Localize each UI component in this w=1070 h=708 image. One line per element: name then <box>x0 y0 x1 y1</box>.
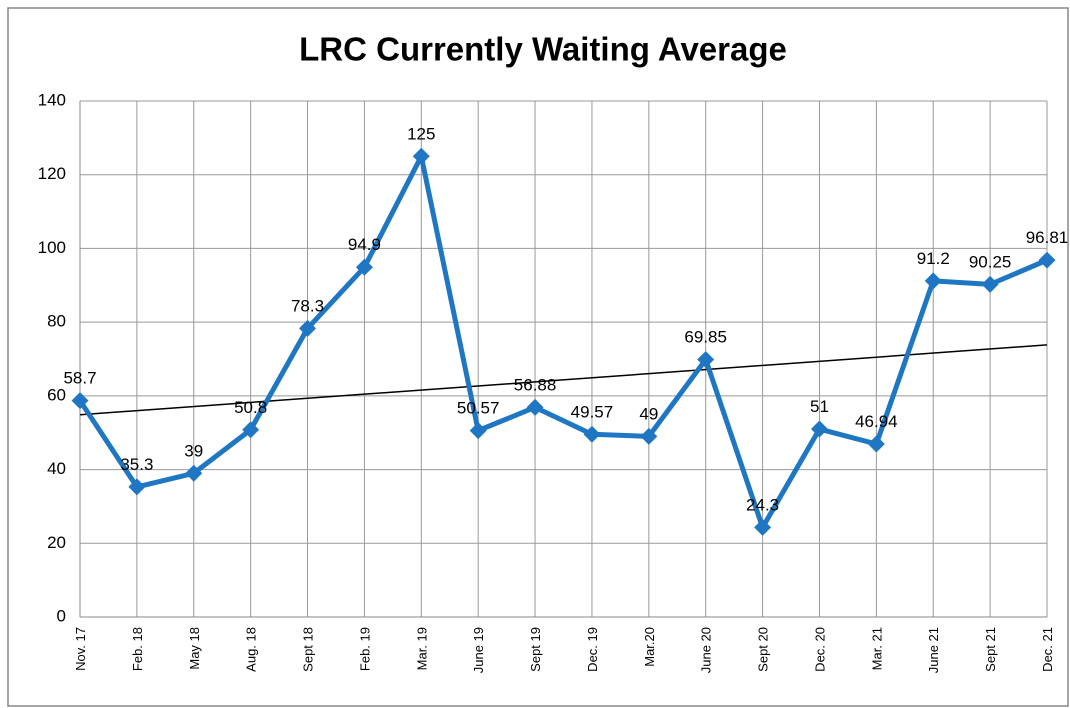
marker <box>526 398 544 416</box>
data-label: 51 <box>810 397 829 416</box>
data-label: 125 <box>407 124 435 143</box>
data-label: 39 <box>184 441 203 460</box>
data-label: 91.2 <box>917 249 950 268</box>
marker <box>754 518 772 536</box>
marker <box>640 427 658 445</box>
x-tick-label: Mar. 21 <box>869 627 884 670</box>
chart-title: LRC Currently Waiting Average <box>299 31 787 68</box>
x-tick-label: Sept 21 <box>983 627 998 672</box>
y-tick-label: 100 <box>38 238 66 257</box>
data-label: 49 <box>639 404 658 423</box>
line <box>77 153 1048 530</box>
y-tick-label: 120 <box>38 164 66 183</box>
data-label: 50.57 <box>457 399 500 418</box>
marker <box>299 319 317 337</box>
marker <box>981 275 999 293</box>
data-label: 49.57 <box>571 402 614 421</box>
x-tick-label: Dec. 21 <box>1040 627 1055 672</box>
marker <box>128 478 146 496</box>
data-label: 50.8 <box>234 398 267 417</box>
x-tick-label: Feb. 19 <box>357 627 372 671</box>
x-tick-label: June 20 <box>699 627 714 673</box>
x-tick-label: June 19 <box>471 627 486 673</box>
data-label: 46.94 <box>855 412 898 431</box>
x-tick-label: June 21 <box>926 627 941 673</box>
y-tick-label: 80 <box>47 312 66 331</box>
data-label: 35.3 <box>120 455 153 474</box>
marker <box>355 258 373 276</box>
y-tick-label: 140 <box>38 90 66 109</box>
y-tick-label: 0 <box>57 606 66 625</box>
x-tick-label: Sept 19 <box>528 627 543 672</box>
x-tick-label: Nov. 17 <box>73 627 88 671</box>
data-label: 56.88 <box>514 375 557 394</box>
trendline <box>79 344 1048 416</box>
x-tick-label: Sept 18 <box>301 627 316 672</box>
x-tick-label: May 18 <box>187 627 202 670</box>
x-tick-label: Sept 20 <box>756 627 771 672</box>
data-label: 94.9 <box>348 235 381 254</box>
marker <box>867 435 885 453</box>
marker <box>242 421 260 439</box>
data-label: 24.3 <box>746 495 779 514</box>
marker <box>924 272 942 290</box>
y-tick-label: 60 <box>47 385 66 404</box>
data-label: 96.81 <box>1026 228 1069 247</box>
marker <box>412 147 430 165</box>
chart-frame <box>7 7 1069 707</box>
x-tick-label: Feb. 18 <box>130 627 145 671</box>
marker <box>697 351 715 369</box>
data-label: 69.85 <box>684 328 727 347</box>
data-label: 58.7 <box>63 369 96 388</box>
x-tick-label: Dec. 19 <box>585 627 600 672</box>
data-label: 78.3 <box>291 296 324 315</box>
y-tick-label: 20 <box>47 533 66 552</box>
x-tick-label: Mar.20 <box>642 627 657 667</box>
marker <box>185 464 203 482</box>
y-tick-label: 40 <box>47 459 66 478</box>
marker <box>469 422 487 440</box>
x-tick-label: Mar. 19 <box>414 627 429 670</box>
data-label: 90.25 <box>969 252 1012 271</box>
x-tick-label: Aug. 18 <box>244 627 259 672</box>
x-tick-label: Dec. 20 <box>812 627 827 672</box>
marker <box>71 392 89 410</box>
marker <box>810 420 828 438</box>
marker <box>583 425 601 443</box>
